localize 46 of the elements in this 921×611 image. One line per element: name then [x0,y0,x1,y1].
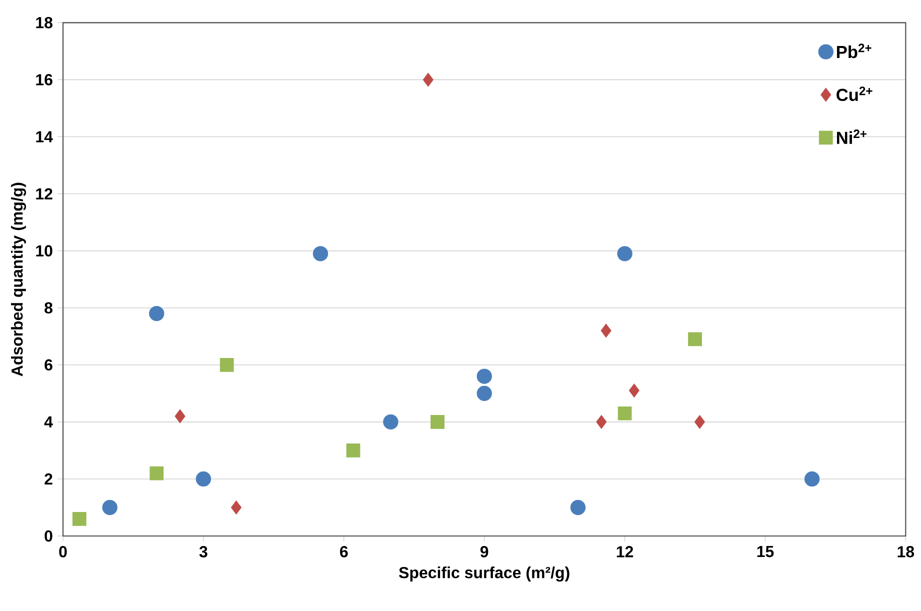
point [628,384,640,398]
point [102,500,118,516]
point [570,500,586,516]
point [430,414,444,429]
point [476,386,492,402]
point [174,409,186,424]
point [196,471,212,487]
y-tick-label: 16 [36,74,52,86]
y-tick-label: 4 [44,416,53,428]
y-axis-title: Adsorbed quantity (mg/g) [11,182,26,376]
x-tick-label: 0 [59,546,67,558]
y-tick-label: 0 [44,530,52,542]
point [346,444,360,458]
y-tick-label: 6 [44,359,52,371]
point [618,406,632,420]
point [383,414,398,430]
point [230,500,242,514]
point [596,414,607,429]
y-tick-label: 2 [44,473,52,485]
x-axis-title: Specific surface (m²/g) [398,566,570,582]
y-tick-label: 8 [44,302,52,314]
x-tick-label: 3 [199,546,208,558]
x-tick-label: 6 [340,546,348,558]
point [694,414,705,429]
legend-label: Ni$^{2+}$ [837,130,867,144]
legend-label: Cu$^{2+}$ [836,86,872,102]
point [220,358,234,372]
point [600,324,612,338]
point [149,306,164,322]
x-tick-label: 12 [616,546,634,558]
point [804,471,820,487]
point [688,332,702,346]
y-tick-label: 18 [36,17,52,28]
y-tick-label: 14 [36,131,53,142]
x-tick-label: 18 [898,546,914,558]
point [72,512,86,526]
x-tick-label: 9 [480,546,488,558]
point [312,246,328,262]
x-tick-label: 15 [757,546,774,558]
point [476,368,492,384]
point [150,466,164,480]
point [422,72,434,87]
y-tick-label: 12 [36,188,52,200]
legend-label: Pb$^{2+}$ [837,44,872,58]
y-tick-label: 10 [36,245,52,256]
point [617,246,632,262]
